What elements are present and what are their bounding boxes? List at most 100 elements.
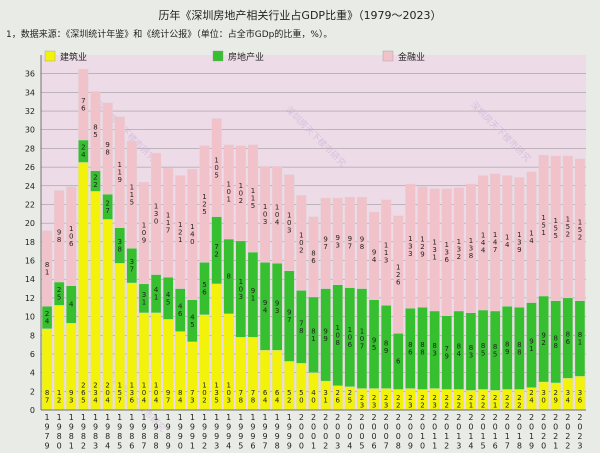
bar-segment xyxy=(138,181,150,285)
bar-segment xyxy=(272,166,283,264)
bar-segment xyxy=(223,144,234,240)
bar-value-label: 4 xyxy=(69,301,74,309)
y-tick-label: 8 xyxy=(30,331,35,340)
bar-segment xyxy=(393,215,404,334)
bar-segment xyxy=(235,145,246,242)
bar-segment xyxy=(526,171,537,303)
bar-value-label: 6 xyxy=(396,358,401,366)
bar-segment xyxy=(175,175,186,289)
bar-segment xyxy=(187,168,198,300)
bar-segment xyxy=(308,216,319,298)
bar-segment xyxy=(405,183,416,309)
bar-segment xyxy=(538,154,549,297)
bar-segment xyxy=(284,174,295,271)
bar-segment xyxy=(320,197,331,289)
bar-segment xyxy=(332,197,343,285)
bar-segment xyxy=(78,68,89,141)
y-tick-label: 4 xyxy=(30,369,35,378)
bar-segment xyxy=(514,177,525,308)
x-axis: 1 9 7 9 1 9 8 0 1 9 8 1 1 9 8 2 1 9 8 3 1 9 8 4 1 9 8 5 1 9 8 6 1 9 8 7 1 9 8 8… xyxy=(41,409,586,451)
y-tick-label: 14 xyxy=(25,275,35,284)
data-labels: 8 7 2 4 8 1 1 2 2 5 9 8 9 3 4 1 0 6 2 6 5 2 4 7 6 2 3 4 2 2 8 5 2 0 4 2 7 9 8 1… xyxy=(45,97,583,409)
bar-segment xyxy=(41,230,53,307)
bar-segment xyxy=(550,155,561,301)
y-tick-label: 22 xyxy=(25,200,35,209)
y-tick-label: 16 xyxy=(25,257,35,266)
y-tick-label: 30 xyxy=(25,126,35,135)
